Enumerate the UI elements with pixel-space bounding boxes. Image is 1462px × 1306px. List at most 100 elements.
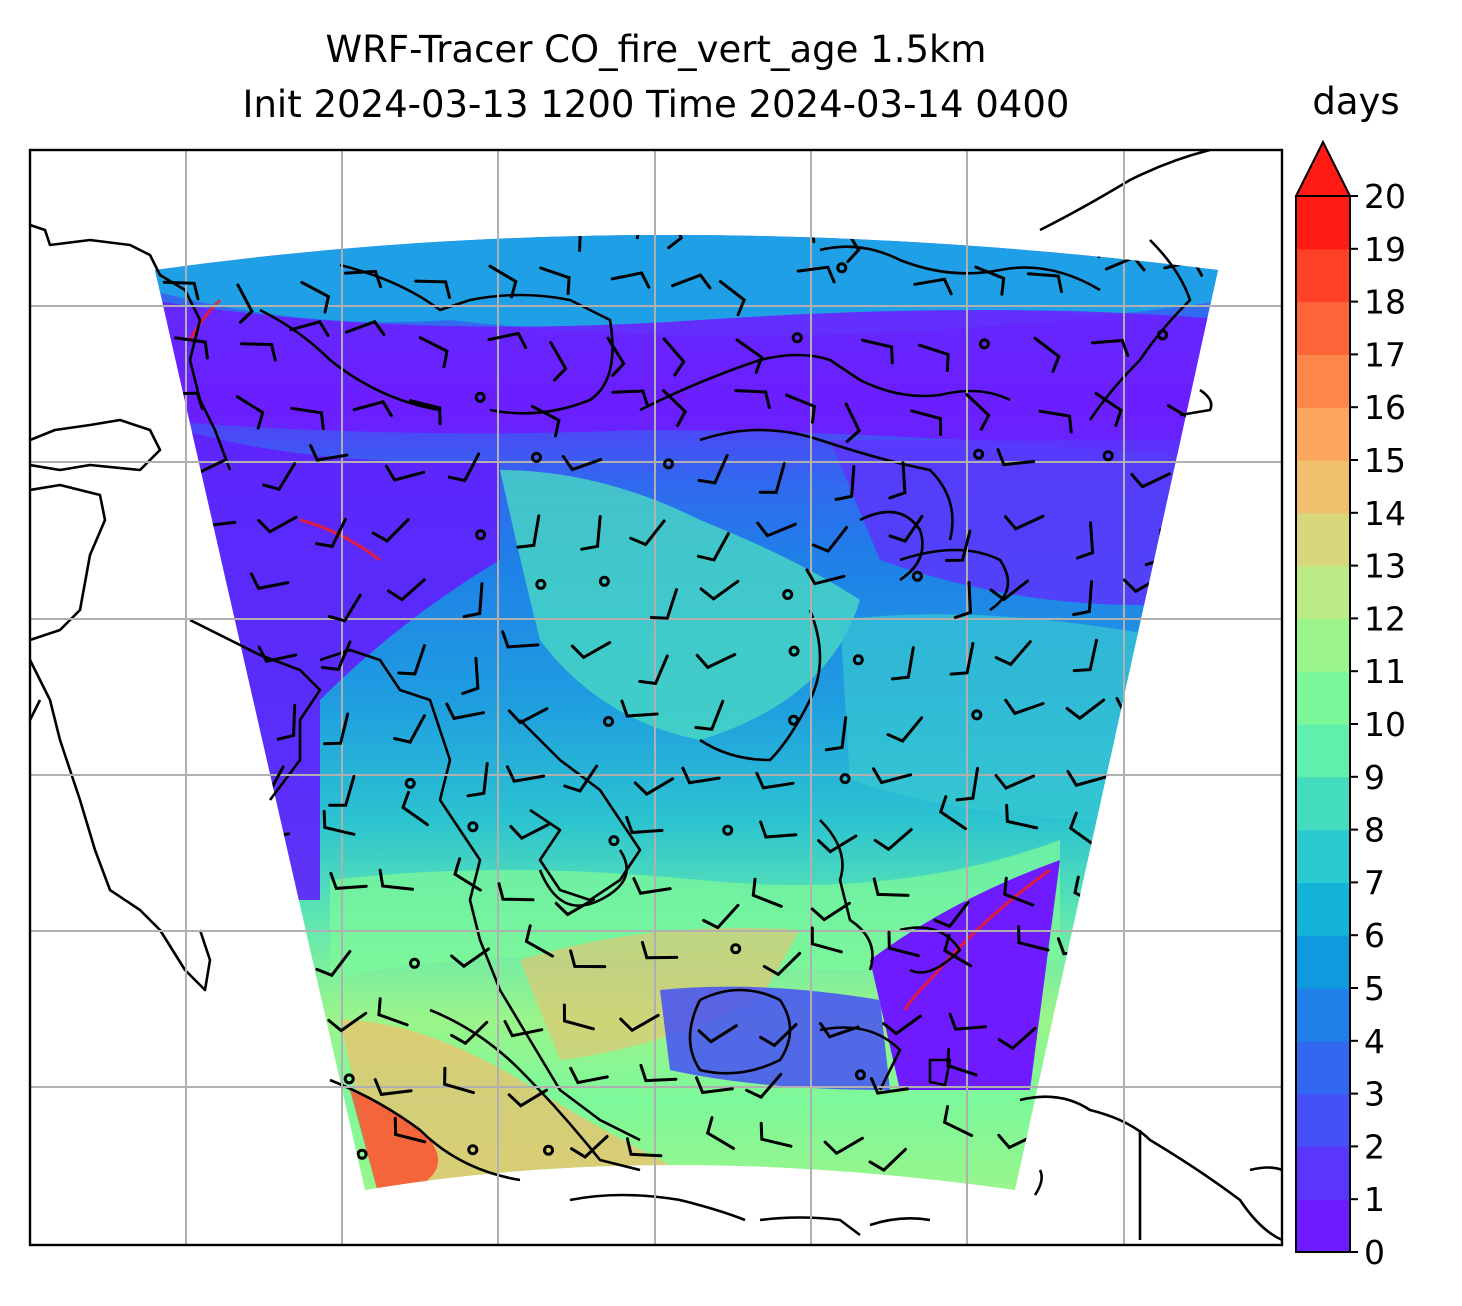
colorbar-tick-label-5: 5 [1364, 969, 1385, 1008]
calm-barb-189 [722, 824, 734, 836]
wind-barb-76 [385, 464, 426, 482]
chart-title-line1: WRF-Tracer CO_fire_vert_age 1.5km [325, 28, 987, 71]
wind-barb-61 [611, 389, 650, 408]
wind-barb-211 [933, 901, 970, 929]
calm-barb-273 [356, 1148, 368, 1160]
wind-barb-277 [570, 1135, 609, 1159]
wind-barb-193 [938, 795, 968, 831]
wind-barb-25 [610, 271, 651, 289]
colorbar-segment-5 [1296, 935, 1350, 989]
wind-barb-13 [982, 217, 1017, 232]
wind-barb-110 [249, 572, 290, 591]
calm-barb-154 [788, 714, 800, 726]
colorbar-tick-label-9: 9 [1364, 758, 1385, 797]
wind-barb-200 [259, 861, 289, 895]
wind-barb-271 [201, 1128, 240, 1147]
wind-barb-228 [887, 930, 920, 958]
wind-barb-176 [994, 774, 1035, 790]
wind-barb-206 [632, 877, 672, 895]
wind-barb-141 [1072, 638, 1098, 673]
wind-barb-140 [994, 640, 1032, 667]
wind-barb-125 [1189, 588, 1218, 606]
calm-barb-80 [663, 458, 674, 470]
wind-barb-281 [823, 1136, 864, 1156]
wind-barb-240 [503, 1020, 544, 1038]
colorbar-tick-label-2: 2 [1364, 1127, 1385, 1166]
wind-barb-21 [344, 269, 383, 289]
wind-barb-202 [378, 868, 414, 891]
colorbar-tick-label-10: 10 [1364, 705, 1406, 744]
calm-barb-233 [1209, 951, 1218, 963]
wind-barb-283 [942, 1105, 974, 1137]
calm-barb-46 [791, 332, 803, 344]
wind-barb-287 [1180, 1129, 1218, 1147]
wind-barb-256 [373, 1078, 413, 1097]
wind-barb-191 [817, 834, 858, 854]
wind-barb-224 [640, 940, 679, 960]
wind-barb-188 [625, 815, 664, 835]
wind-barb-212 [1003, 876, 1035, 907]
wind-barb-257 [443, 1066, 475, 1095]
colorbar-segment-8 [1296, 776, 1350, 831]
colorbar-segment-1 [1296, 1146, 1350, 1200]
wind-barb-171 [681, 766, 721, 785]
wind-barb-64 [785, 393, 817, 424]
calm-barb-90 [160, 522, 172, 533]
calm-barb-126 [168, 648, 180, 659]
wind-barb-149 [445, 702, 485, 721]
wind-barb-108 [155, 583, 178, 600]
wind-barb-94 [371, 518, 410, 543]
wind-barb-111 [327, 593, 362, 623]
calm-barb-118 [782, 589, 794, 600]
colorbar-tick-label-3: 3 [1364, 1075, 1385, 1114]
wind-barb-280 [759, 1121, 793, 1148]
wind-barb-122 [989, 579, 1029, 602]
wind-barb-75 [309, 444, 349, 462]
wind-barb-278 [625, 1137, 663, 1158]
colorbar-segment-0 [1296, 1199, 1350, 1253]
colorbar-tick-label-4: 4 [1364, 1022, 1385, 1061]
wind-barb-168 [505, 765, 546, 783]
wind-barb-190 [759, 820, 798, 839]
colorbar-tick-label-0: 0 [1364, 1233, 1385, 1272]
wind-barb-19 [236, 283, 254, 324]
wind-barb-147 [323, 712, 350, 746]
wind-barb-156 [886, 716, 924, 743]
wind-barb-105 [1076, 521, 1095, 560]
wind-barb-97 [580, 515, 602, 551]
wind-barb-237 [327, 1011, 368, 1033]
wind-barb-65 [844, 402, 862, 443]
calm-barb-173 [839, 773, 851, 785]
wind-barb-246 [882, 1014, 922, 1036]
wind-barb-223 [569, 949, 607, 969]
wind-barb-203 [453, 857, 482, 892]
colorbar-segment-14 [1296, 460, 1350, 514]
wind-barb-128 [257, 645, 298, 664]
wind-barb-63 [734, 389, 771, 410]
wind-barb-152 [620, 699, 659, 718]
wind-barb-227 [810, 926, 843, 954]
wind-barb-31 [974, 265, 1006, 296]
wind-barb-262 [745, 1072, 783, 1099]
wind-barb-209 [810, 901, 851, 922]
wind-barb-175 [955, 766, 979, 802]
wind-barb-69 [1094, 392, 1123, 427]
wind-barb-55 [235, 395, 265, 430]
wind-barb-98 [629, 519, 666, 547]
wind-barb-22 [414, 279, 451, 299]
wind-barb-172 [755, 771, 795, 790]
colorbar-tick-label-18: 18 [1364, 283, 1406, 322]
wind-barb-133 [570, 641, 612, 660]
calm-barb-87 [1102, 450, 1114, 462]
wind-barb-2 [300, 235, 338, 236]
wind-barb-107 [1208, 522, 1218, 561]
colorbar-segment-3 [1296, 1040, 1350, 1095]
wind-barb-102 [888, 514, 924, 543]
calm-barb-53 [1230, 335, 1238, 343]
wind-barb-117 [699, 579, 740, 601]
wind-barb-77 [447, 452, 481, 483]
wind-barb-235 [187, 1002, 224, 1022]
wind-barb-28 [796, 265, 836, 284]
wind-barb-222 [524, 924, 554, 958]
